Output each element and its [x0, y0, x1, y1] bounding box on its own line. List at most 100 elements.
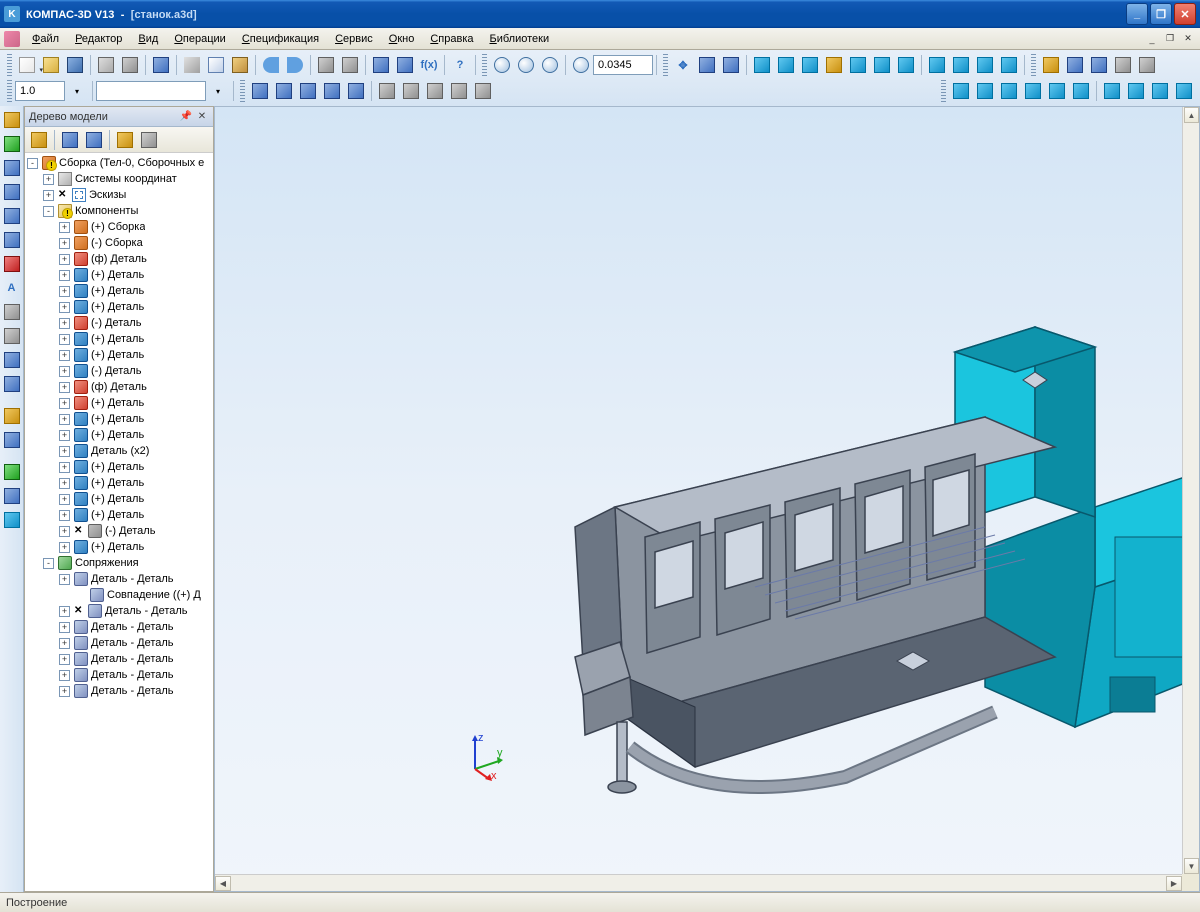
tree-node[interactable]: +Деталь - Деталь — [27, 651, 211, 667]
scroll-up-button[interactable]: ▲ — [1184, 107, 1199, 123]
style-combo[interactable] — [96, 81, 206, 101]
tree-expander[interactable]: + — [59, 622, 70, 633]
mdi-close-button[interactable]: ✕ — [1180, 32, 1196, 46]
tree-node[interactable]: +(+) Сборка — [27, 219, 211, 235]
tree-expander[interactable]: + — [59, 638, 70, 649]
op-cut-button[interactable] — [974, 80, 996, 102]
model-tree[interactable]: -Сборка (Тел-0, Сборочных е+Системы коор… — [25, 153, 213, 891]
sketch-rect-button[interactable] — [273, 80, 295, 102]
zoom-window-button[interactable] — [515, 54, 537, 76]
tool-button[interactable] — [1, 349, 23, 371]
sketch-circle-button[interactable] — [297, 80, 319, 102]
menu-item[interactable]: Вид — [130, 31, 166, 47]
zoom-scale-button[interactable] — [570, 54, 592, 76]
view-wireframe-button[interactable] — [775, 54, 797, 76]
tree-node[interactable]: +(+) Деталь — [27, 347, 211, 363]
tree-expand-button[interactable] — [59, 129, 81, 151]
menu-item[interactable]: Сервис — [327, 31, 381, 47]
tool-button[interactable] — [1, 253, 23, 275]
tool-button[interactable] — [1, 301, 23, 323]
tree-view-button[interactable] — [28, 129, 50, 151]
open-button[interactable] — [40, 54, 62, 76]
zoom-value-input[interactable] — [593, 55, 653, 75]
rotate-button[interactable] — [696, 54, 718, 76]
tree-settings-button[interactable] — [138, 129, 160, 151]
sketch-button[interactable] — [376, 80, 398, 102]
tree-node[interactable]: +✕Деталь - Деталь — [27, 603, 211, 619]
viewport-3d[interactable]: z y x ▲ ▼ ◀ ▶ — [214, 106, 1200, 892]
lib-button[interactable] — [1064, 54, 1086, 76]
tree-node[interactable]: +(-) Деталь — [27, 315, 211, 331]
tree-expander[interactable]: - — [43, 558, 54, 569]
tree-expander[interactable]: + — [59, 670, 70, 681]
layer-button[interactable] — [370, 54, 392, 76]
tree-expander[interactable]: + — [59, 510, 70, 521]
scroll-down-button[interactable]: ▼ — [1184, 858, 1199, 874]
undo-button[interactable] — [260, 54, 282, 76]
tool-button[interactable] — [1, 373, 23, 395]
toolbar-grip[interactable] — [240, 80, 245, 102]
minimize-button[interactable]: _ — [1126, 3, 1148, 25]
tree-node[interactable]: +Деталь (x2) — [27, 443, 211, 459]
tree-node[interactable]: +(+) Деталь — [27, 331, 211, 347]
tool-button[interactable] — [315, 54, 337, 76]
print-preview-button[interactable] — [119, 54, 141, 76]
tree-expander[interactable]: + — [59, 574, 70, 585]
op-button[interactable] — [1125, 80, 1147, 102]
view-button[interactable] — [926, 54, 948, 76]
tree-expander[interactable]: + — [59, 382, 70, 393]
tree-expander[interactable]: + — [59, 430, 70, 441]
tree-expander[interactable]: + — [43, 174, 54, 185]
tree-expander[interactable]: + — [59, 270, 70, 281]
op-button[interactable] — [1173, 80, 1195, 102]
tree-expander[interactable]: + — [59, 414, 70, 425]
tree-node[interactable]: +(+) Деталь — [27, 427, 211, 443]
view-shaded-edges-button[interactable] — [847, 54, 869, 76]
tool-button[interactable] — [1, 461, 23, 483]
tool-button[interactable] — [339, 54, 361, 76]
op-loft-button[interactable] — [1046, 80, 1068, 102]
redo-button[interactable] — [284, 54, 306, 76]
tree-node[interactable]: +(+) Деталь — [27, 283, 211, 299]
fx-button[interactable]: f(х) — [418, 54, 440, 76]
tool-button[interactable]: A — [1, 277, 23, 299]
scale-combo[interactable] — [15, 81, 65, 101]
op-extrude-button[interactable] — [950, 80, 972, 102]
tree-expander[interactable]: + — [59, 686, 70, 697]
op-button[interactable] — [1101, 80, 1123, 102]
combo-dropdown-button[interactable]: ▾ — [66, 80, 88, 102]
tree-node[interactable]: +✕(-) Деталь — [27, 523, 211, 539]
tree-node[interactable]: +(+) Деталь — [27, 507, 211, 523]
scroll-left-button[interactable]: ◀ — [215, 876, 231, 891]
lib-button[interactable] — [1112, 54, 1134, 76]
toolbar-grip[interactable] — [7, 80, 12, 102]
tree-node[interactable]: +(+) Деталь — [27, 395, 211, 411]
tree-node[interactable]: +Системы координат — [27, 171, 211, 187]
tree-collapse-button[interactable] — [83, 129, 105, 151]
tool-button[interactable] — [1, 429, 23, 451]
paste-button[interactable] — [229, 54, 251, 76]
tool-button[interactable] — [1, 133, 23, 155]
toolbar-grip[interactable] — [1031, 54, 1036, 76]
op-sweep-button[interactable] — [1022, 80, 1044, 102]
op-fillet-button[interactable] — [1070, 80, 1092, 102]
tree-expander[interactable]: + — [59, 366, 70, 377]
toolbar-grip[interactable] — [482, 54, 487, 76]
lib-button[interactable] — [1040, 54, 1062, 76]
view-section-button[interactable] — [895, 54, 917, 76]
print-button[interactable] — [95, 54, 117, 76]
tree-expander[interactable]: + — [59, 334, 70, 345]
tree-node[interactable]: +(+) Деталь — [27, 267, 211, 283]
tree-expander[interactable]: + — [59, 222, 70, 233]
zoom-button[interactable] — [491, 54, 513, 76]
lib-button[interactable] — [1136, 54, 1158, 76]
tree-node[interactable]: +(+) Деталь — [27, 299, 211, 315]
tree-expander[interactable]: - — [43, 206, 54, 217]
tree-node[interactable]: +(ф) Деталь — [27, 251, 211, 267]
tool-button[interactable] — [1, 509, 23, 531]
tree-node[interactable]: Совпадение ((+) Д — [27, 587, 211, 603]
maximize-button[interactable]: ❐ — [1150, 3, 1172, 25]
help-button[interactable]: ? — [449, 54, 471, 76]
tree-expander[interactable]: + — [59, 542, 70, 553]
tree-node[interactable]: +(+) Деталь — [27, 491, 211, 507]
